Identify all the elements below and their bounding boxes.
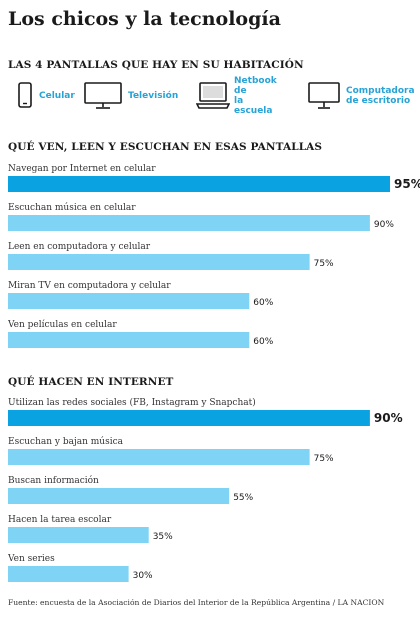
tv-icon xyxy=(84,82,122,109)
bar-value-label: 75% xyxy=(314,259,334,269)
bar-category-label: Ven películas en celular xyxy=(8,319,117,330)
bar-value-label: 75% xyxy=(314,454,334,464)
bar-value-label: 95% xyxy=(394,177,420,191)
bar xyxy=(8,176,390,192)
bar-value-label: 90% xyxy=(374,220,394,230)
bar xyxy=(8,488,230,504)
bar-value-label: 60% xyxy=(253,337,273,347)
screen-label-computadora: Computadora de escritorio xyxy=(346,86,415,106)
screens-row: Celular Televisión Netbook de la escuela xyxy=(8,76,418,116)
monitor-icon xyxy=(308,82,340,109)
chart1-svg: Navegan por Internet en celular 95% Escuch… xyxy=(8,164,420,348)
bar xyxy=(8,215,370,231)
chart2-title: QUÉ HACEN EN INTERNET xyxy=(8,376,174,388)
bar xyxy=(8,527,149,543)
bar-category-label: Navegan por Internet en celular xyxy=(8,164,156,174)
chart2-svg: Utilizan las redes sociales (FB, Instagr… xyxy=(8,397,403,582)
bar xyxy=(8,410,370,426)
bar-value-label: 90% xyxy=(374,411,403,425)
bar-value-label: 60% xyxy=(253,298,273,308)
bar-category-label: Buscan información xyxy=(8,475,99,486)
chart-what-they-do-screens: Navegan por Internet en celular 95% Escuch… xyxy=(8,160,420,356)
bar xyxy=(8,254,310,270)
screen-label-netbook: Netbook de la escuela xyxy=(234,76,277,116)
bar xyxy=(8,566,129,582)
bar-category-label: Utilizan las redes sociales (FB, Instagr… xyxy=(8,397,256,408)
bar-value-label: 30% xyxy=(133,571,153,581)
bar-category-label: Ven series xyxy=(8,554,55,564)
bar-category-label: Escuchan música en celular xyxy=(8,202,136,213)
source-note: Fuente: encuesta de la Asociación de Dia… xyxy=(8,598,385,607)
bar xyxy=(8,449,310,465)
bar-value-label: 55% xyxy=(233,493,253,503)
bar-category-label: Miran TV en computadora y celular xyxy=(8,281,171,291)
laptop-icon xyxy=(196,82,230,109)
screens-heading: LAS 4 PANTALLAS QUE HAY EN SU HABITACIÓN xyxy=(8,59,304,71)
page-title: Los chicos y la tecnología xyxy=(8,8,281,30)
bar-category-label: Hacen la tarea escolar xyxy=(8,515,112,525)
phone-icon xyxy=(18,82,32,108)
chart1-title: QUÉ VEN, LEEN Y ESCUCHAN EN ESAS PANTALL… xyxy=(8,141,323,153)
bar-category-label: Escuchan y bajan música xyxy=(8,436,124,447)
bar xyxy=(8,293,250,309)
bar-category-label: Leen en computadora y celular xyxy=(8,242,151,252)
bar xyxy=(8,332,250,348)
screen-label-celular: Celular xyxy=(39,91,75,101)
chart-what-they-do-internet: Utilizan las redes sociales (FB, Instagr… xyxy=(8,394,420,590)
bar-value-label: 35% xyxy=(153,532,173,542)
screen-label-television: Televisión xyxy=(128,91,179,101)
